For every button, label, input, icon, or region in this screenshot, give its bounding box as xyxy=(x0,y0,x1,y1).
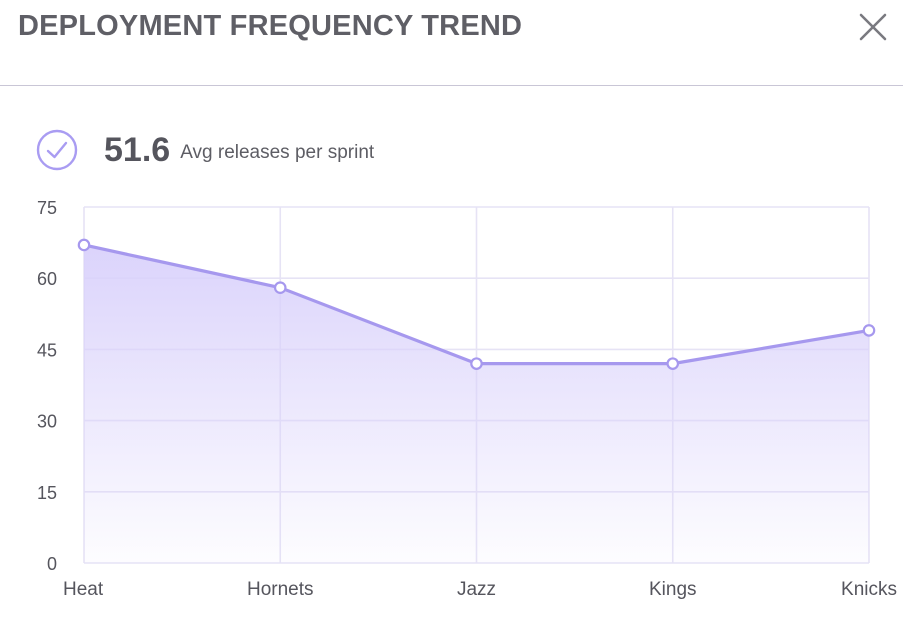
check-circle-icon xyxy=(36,129,78,171)
y-tick-label: 0 xyxy=(47,554,57,574)
modal-header: DEPLOYMENT FREQUENCY TREND xyxy=(0,0,903,86)
x-tick-label: Heat xyxy=(63,579,104,600)
kpi-value: 51.6 xyxy=(104,130,171,169)
y-tick-label: 15 xyxy=(37,483,57,503)
y-tick-label: 45 xyxy=(37,340,57,360)
y-axis-ticks: 0 15 30 45 60 75 xyxy=(37,198,57,574)
kpi-summary: 51.6 Avg releases per sprint xyxy=(36,128,374,172)
data-point-heat[interactable] xyxy=(77,238,91,252)
y-tick-label: 30 xyxy=(37,412,57,432)
x-tick-label: Hornets xyxy=(247,579,314,600)
close-button[interactable] xyxy=(856,10,890,44)
data-point-jazz[interactable] xyxy=(470,357,483,370)
close-icon xyxy=(859,13,887,41)
y-tick-label: 75 xyxy=(37,198,57,218)
trend-chart: 0 15 30 45 60 75 Heat Hornets Jazz Kings Knicks xyxy=(37,198,897,600)
data-point-hornets[interactable] xyxy=(273,281,287,294)
data-point-knicks[interactable] xyxy=(862,324,876,337)
x-tick-label: Kings xyxy=(649,579,697,600)
data-point-kings[interactable] xyxy=(666,357,680,370)
y-tick-label: 60 xyxy=(37,269,57,289)
x-tick-label: Jazz xyxy=(457,579,496,600)
page-title: DEPLOYMENT FREQUENCY TREND xyxy=(18,10,523,42)
x-tick-label: Knicks xyxy=(841,579,897,600)
data-points xyxy=(77,238,876,370)
x-axis-ticks: Heat Hornets Jazz Kings Knicks xyxy=(63,579,897,600)
kpi-label: Avg releases per sprint xyxy=(180,142,375,163)
series-area xyxy=(84,244,869,563)
